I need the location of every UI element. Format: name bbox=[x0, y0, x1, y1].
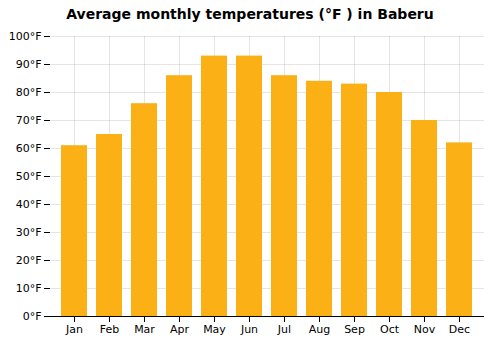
svg-text:80°F: 80°F bbox=[16, 86, 42, 99]
svg-text:50°F: 50°F bbox=[16, 170, 42, 183]
svg-text:Dec: Dec bbox=[449, 323, 470, 336]
svg-text:Jul: Jul bbox=[277, 323, 291, 336]
svg-text:Mar: Mar bbox=[134, 323, 155, 336]
svg-text:60°F: 60°F bbox=[16, 142, 42, 155]
svg-text:40°F: 40°F bbox=[16, 198, 42, 211]
svg-text:Jun: Jun bbox=[240, 323, 258, 336]
svg-text:100°F: 100°F bbox=[9, 30, 42, 43]
svg-text:May: May bbox=[203, 323, 226, 336]
svg-text:Jan: Jan bbox=[65, 323, 83, 336]
svg-text:20°F: 20°F bbox=[16, 254, 42, 267]
svg-text:Sep: Sep bbox=[344, 323, 365, 336]
svg-text:0°F: 0°F bbox=[23, 310, 42, 323]
svg-text:Feb: Feb bbox=[100, 323, 119, 336]
svg-text:Oct: Oct bbox=[380, 323, 400, 336]
svg-text:30°F: 30°F bbox=[16, 226, 42, 239]
html-text:Average monthly temperatures (: Average monthly temperatures (°F ) in Ba… bbox=[66, 6, 434, 22]
svg-text:70°F: 70°F bbox=[16, 114, 42, 127]
svg-text:90°F: 90°F bbox=[16, 58, 42, 71]
svg-text:10°F: 10°F bbox=[16, 282, 42, 295]
svg-text:Aug: Aug bbox=[309, 323, 330, 336]
svg-text:Nov: Nov bbox=[414, 323, 436, 336]
svg-text:Apr: Apr bbox=[170, 323, 190, 336]
